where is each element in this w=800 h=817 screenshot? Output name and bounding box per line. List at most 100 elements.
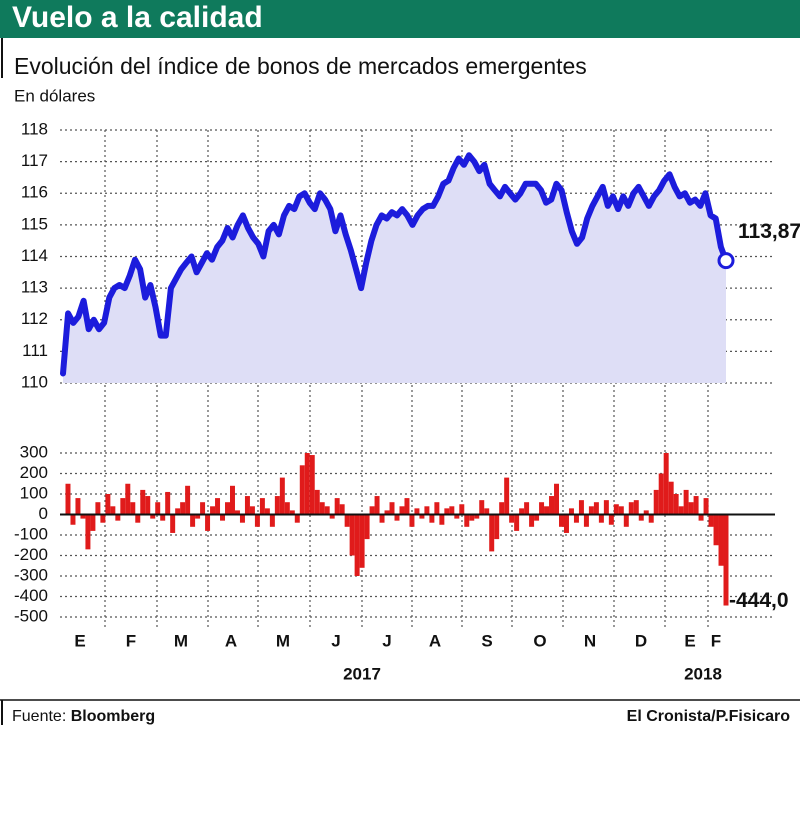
bar xyxy=(484,508,490,515)
bar xyxy=(593,502,599,515)
chart-title: Vuelo a la calidad xyxy=(12,1,263,34)
bar xyxy=(573,514,579,523)
y-tick-label: 118 xyxy=(21,119,48,138)
bar xyxy=(105,494,111,515)
x-tick-label: M xyxy=(174,631,188,650)
bar xyxy=(344,514,350,527)
bar xyxy=(399,506,405,515)
bar xyxy=(225,502,230,515)
y-tick-label: 111 xyxy=(22,341,48,360)
bar xyxy=(703,498,709,515)
bar xyxy=(244,496,250,515)
chart-subtitle: Evolución del índice de bonos de mercado… xyxy=(14,53,587,79)
bar xyxy=(608,514,614,525)
bar xyxy=(140,489,146,515)
bar xyxy=(165,491,171,515)
y-tick-label: 115 xyxy=(21,214,48,233)
bar xyxy=(314,489,320,515)
area xyxy=(63,155,726,383)
bar xyxy=(329,514,335,519)
bar xyxy=(409,514,415,527)
source: Bloomberg xyxy=(71,708,155,725)
bar xyxy=(623,514,629,527)
y-tick-label: 200 xyxy=(20,463,48,482)
bar xyxy=(429,514,435,523)
bar xyxy=(259,498,265,515)
bar xyxy=(249,506,255,515)
bar xyxy=(419,514,425,519)
bar xyxy=(299,465,305,515)
bar xyxy=(708,514,714,527)
bar xyxy=(693,496,699,515)
bar xyxy=(648,514,654,523)
footer-credit: El Cronista/P.Fisicaro xyxy=(627,708,791,725)
bar xyxy=(279,477,285,515)
bar xyxy=(359,514,365,568)
bar xyxy=(364,514,370,540)
end-marker xyxy=(717,252,735,270)
y-tick-label: -200 xyxy=(14,545,48,564)
bar xyxy=(618,506,624,515)
y-tick-label: 117 xyxy=(21,151,48,170)
y-tick-label: 114 xyxy=(21,246,48,265)
y-tick-label: -300 xyxy=(14,565,48,584)
bar xyxy=(269,514,275,527)
bar xyxy=(489,514,495,552)
bar xyxy=(394,514,400,521)
bar xyxy=(110,506,116,515)
bar xyxy=(374,496,380,515)
bar xyxy=(653,489,659,515)
bar xyxy=(334,498,340,515)
bar xyxy=(529,514,535,527)
bar xyxy=(220,514,226,521)
bar xyxy=(145,496,151,515)
y-tick-label: 113 xyxy=(21,278,48,297)
bar xyxy=(628,502,634,515)
bar xyxy=(688,502,694,515)
bar xyxy=(180,502,186,515)
footer-source: Fuente: Bloomberg xyxy=(12,708,155,725)
end-label: 113,87 xyxy=(738,220,800,243)
bar xyxy=(633,500,639,515)
bar xyxy=(95,502,101,515)
bar xyxy=(75,498,81,515)
bar xyxy=(469,514,475,521)
x-tick-label: O xyxy=(533,631,546,650)
bar xyxy=(200,502,206,515)
bar xyxy=(643,510,649,515)
x-tick-label: S xyxy=(481,631,492,650)
bar xyxy=(384,510,390,515)
bar xyxy=(568,508,574,515)
bar xyxy=(70,514,76,525)
bar xyxy=(563,514,569,533)
bar xyxy=(454,514,460,519)
bar xyxy=(504,477,510,515)
bar xyxy=(349,514,355,556)
bar xyxy=(389,502,395,515)
source-label: Fuente: xyxy=(12,708,66,725)
bar xyxy=(120,498,126,515)
bar xyxy=(160,514,166,521)
bar xyxy=(479,500,485,515)
bar xyxy=(195,514,201,519)
bar xyxy=(125,483,131,515)
bar xyxy=(434,502,440,515)
bar xyxy=(683,489,689,515)
bar xyxy=(369,506,375,515)
bar xyxy=(603,500,609,515)
bar xyxy=(449,506,455,515)
y-tick-label: 116 xyxy=(21,183,48,202)
bar xyxy=(85,514,91,550)
bar xyxy=(464,514,470,527)
bar xyxy=(210,506,216,515)
bar xyxy=(135,514,141,523)
bar xyxy=(474,514,480,519)
bar xyxy=(668,481,674,515)
x-tick-label: N xyxy=(584,631,596,650)
bar xyxy=(215,498,221,515)
bar xyxy=(723,514,729,606)
bar xyxy=(554,483,560,515)
y-tick-label: 100 xyxy=(20,483,48,502)
x-tick-label: E xyxy=(74,631,85,650)
